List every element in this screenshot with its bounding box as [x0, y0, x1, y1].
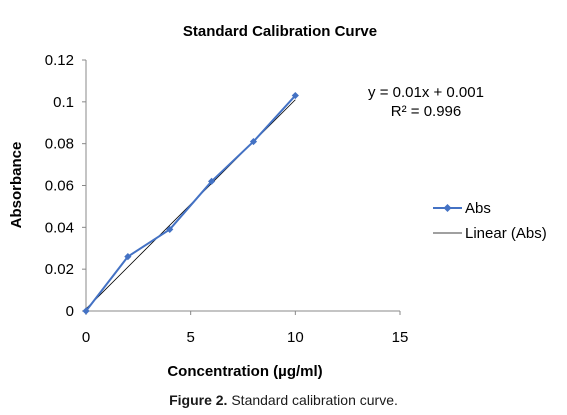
r-squared-label: R² = 0.996 — [391, 103, 461, 120]
data-point-abs — [166, 225, 174, 234]
y-tick-label: 0 — [66, 303, 74, 320]
data-point-abs — [124, 253, 132, 261]
x-tick-label: 5 — [186, 329, 194, 346]
figure-caption: Figure 2. Standard calibration curve. — [0, 392, 567, 408]
data-point-abs — [249, 137, 258, 146]
y-tick-label: 0.1 — [53, 94, 74, 111]
x-tick-label: 15 — [392, 329, 409, 346]
y-tick-label: 0.08 — [45, 136, 74, 153]
y-tick-label: 0.12 — [45, 52, 74, 69]
y-axis-title: Absorbance — [8, 142, 25, 229]
data-point-abs — [291, 91, 299, 100]
y-tick-label: 0.02 — [45, 261, 74, 278]
x-axis-title: Concentration (µg/ml) — [167, 363, 322, 380]
x-axis-ticks: 0 5 10 15 — [82, 311, 409, 346]
series-layer — [82, 91, 299, 315]
figure-label: Figure 2. — [169, 392, 228, 408]
legend-linear-label: Linear (Abs) — [465, 225, 547, 242]
legend-abs-marker — [443, 204, 452, 212]
x-tick-label: 0 — [82, 329, 90, 346]
y-axis-ticks: 0 0.02 0.04 0.06 0.08 0.1 0.12 — [45, 52, 86, 320]
legend: Abs Linear (Abs) — [433, 200, 547, 242]
legend-abs-label: Abs — [465, 200, 491, 217]
data-point-abs — [82, 307, 90, 315]
data-point-abs — [208, 177, 216, 185]
plot-axes — [85, 60, 400, 312]
calibration-chart: Standard Calibration Curve 0 0.02 0.04 0.06… — [8, 23, 547, 380]
chart-title: Standard Calibration Curve — [183, 23, 377, 40]
y-tick-label: 0.04 — [45, 219, 74, 236]
x-tick-label: 10 — [287, 329, 304, 346]
series-line-abs — [85, 94, 297, 312]
trendline-equation: y = 0.01x + 0.001 — [368, 84, 484, 101]
figure-caption-text: Standard calibration curve. — [231, 392, 398, 408]
y-tick-label: 0.06 — [45, 178, 74, 195]
